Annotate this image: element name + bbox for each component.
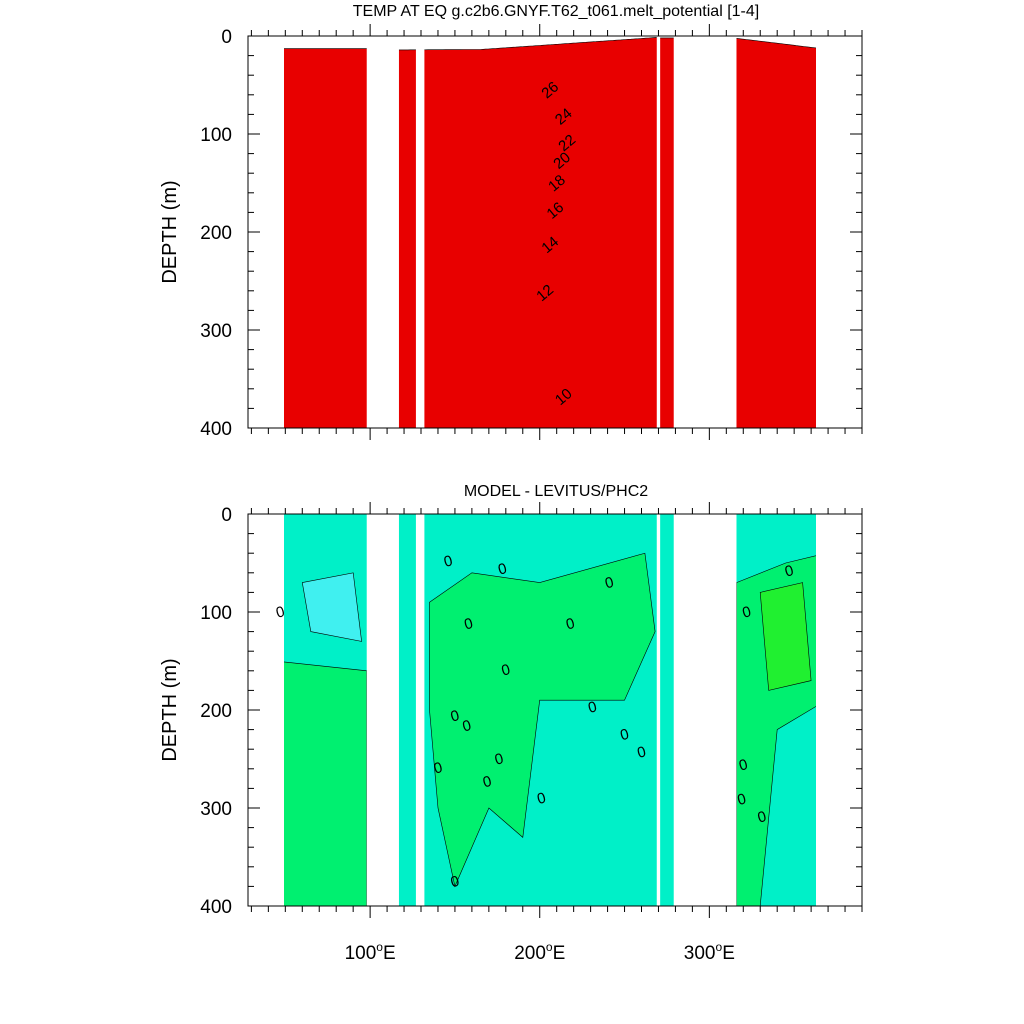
land-mask <box>366 36 399 428</box>
land-mask <box>415 36 425 428</box>
y-tick-label: 200 <box>200 223 232 244</box>
land-mask <box>673 36 737 428</box>
diff-region <box>429 552 656 888</box>
diff-region <box>284 661 368 906</box>
top-y-ticks: 0 100 200 300 400 <box>200 27 862 440</box>
top-y-axis-label: DEPTH (m) <box>159 180 181 283</box>
x-tick-label: 100oE <box>345 940 396 964</box>
y-tick-label: 100 <box>200 125 232 146</box>
diff-region <box>301 572 362 642</box>
x-tick-label: 300oE <box>684 940 735 964</box>
bottom-land-mask <box>249 514 861 906</box>
land-mask <box>366 514 399 906</box>
bottom-y-axis-label: DEPTH (m) <box>159 658 181 761</box>
y-tick-label: 300 <box>200 799 232 820</box>
y-tick-label: 0 <box>221 27 232 48</box>
x-tick-label: 200oE <box>514 940 565 964</box>
y-tick-label: 0 <box>221 505 232 526</box>
land-mask <box>656 36 661 428</box>
top-panel: TEMP AT EQ g.c2b6.GNYF.T62_t061.melt_pot… <box>159 3 863 440</box>
y-tick-label: 200 <box>200 701 232 722</box>
bottom-x-ticks: 100oE 200oE 300oE <box>250 502 863 964</box>
land-mask <box>415 514 425 906</box>
y-tick-label: 400 <box>200 897 232 918</box>
y-tick-label: 300 <box>200 321 232 342</box>
y-tick-label: 400 <box>200 419 232 440</box>
top-title: TEMP AT EQ g.c2b6.GNYF.T62_t061.melt_pot… <box>353 3 759 20</box>
diff-region <box>759 582 812 691</box>
bottom-contour-lines <box>284 552 816 906</box>
bottom-y-ticks: 0 100 200 300 400 <box>200 505 862 918</box>
top-x-ticks <box>250 24 863 440</box>
bottom-title: MODEL - LEVITUS/PHC2 <box>464 483 648 500</box>
land-mask <box>656 514 661 906</box>
y-tick-label: 100 <box>200 603 232 624</box>
land-mask <box>673 514 737 906</box>
